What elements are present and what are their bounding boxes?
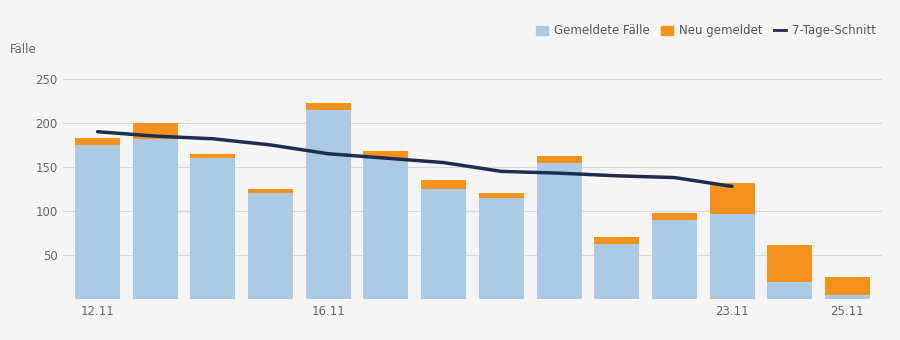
Bar [364,158,409,299]
Text: Fälle: Fälle [10,44,37,56]
Bar [306,103,351,110]
Bar [825,277,870,295]
Bar [191,154,236,158]
Bar [75,145,120,299]
Bar [767,282,812,299]
Bar [479,198,524,299]
Bar [75,138,120,145]
Bar [133,139,178,299]
Bar [825,295,870,299]
Bar [709,183,754,214]
Bar [594,237,639,244]
Bar [421,180,466,189]
Bar [709,214,754,299]
Bar [479,193,524,198]
Bar [536,155,581,163]
Bar [248,189,293,193]
Bar [767,244,812,282]
Bar [191,158,236,299]
Bar [536,163,581,299]
Bar [594,244,639,299]
Bar [421,189,466,299]
Legend: Gemeldete Fälle, Neu gemeldet, 7-Tage-Schnitt: Gemeldete Fälle, Neu gemeldet, 7-Tage-Sc… [536,24,876,37]
Bar [652,220,697,299]
Bar [248,193,293,299]
Bar [364,151,409,158]
Bar [133,123,178,139]
Bar [652,213,697,220]
Bar [306,110,351,299]
